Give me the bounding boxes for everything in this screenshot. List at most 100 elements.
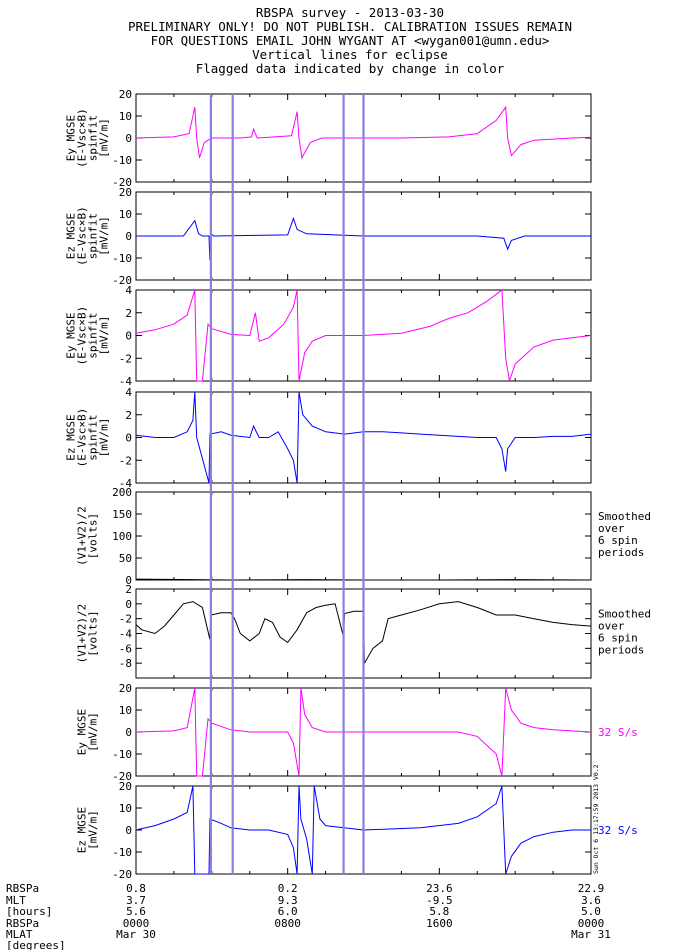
footer-tick-3-value-0: 22.9 [578,882,605,895]
panel-5-annotation-0: Smoothed [598,608,651,621]
panel-4-annotation-2: 6 spin [598,534,638,547]
panel-5-ytick-label-5: 2 [125,583,132,596]
panel-5-ylabel-0: (V1+V2)/2 [76,604,89,664]
panel-6-series-0 [135,687,592,777]
footer-tick-1-value-3: 0800 [274,917,301,930]
footer-tick-3-value-3: 0000 [578,917,605,930]
panel-3-ylabel-3: [mV/m] [98,418,111,458]
panel-1-ylabel-3: [mV/m] [98,216,111,256]
panel-3-series-0 [135,391,592,484]
header-line-4: Flagged data indicated by change in colo… [195,61,505,76]
panel-6-annotation-0: 32 S/s [598,726,638,739]
footer-tick-2-value-2: 5.8 [429,905,449,918]
footer-row-label-1: MLT [6,894,26,907]
footer-tick-1-value-0: 0.2 [278,882,298,895]
panel-2-ytick-label-2: 0 [125,330,132,343]
panel-4-ytick-label-2: 100 [112,530,132,543]
panel-4-annotation-1: over [598,522,625,535]
panel-0-ytick-label-1: -10 [112,154,132,167]
panel-2-ylabel-2: spinfit [87,312,100,358]
panel-5-series-0 [135,601,592,666]
footer-tick-1-value-2: 6.0 [278,905,298,918]
panel-1-ylabel-1: (E-Vsc×B) [76,206,89,266]
footer-row-label-2: [hours] [6,905,52,918]
panel-3-ytick-label-3: 2 [125,409,132,422]
footer-tick-0-value-3: 0000 [123,917,150,930]
panel-1-ytick-label-4: 20 [119,186,132,199]
footer-tick-0-value-2: 5.6 [126,905,146,918]
panel-6-ytick-label-1: -10 [112,748,132,761]
panel-5-ytick-label-4: 0 [125,598,132,611]
panel-1-ytick-label-1: -10 [112,252,132,265]
panel-3-ylabel-2: spinfit [87,414,100,460]
panel-0-ylabel-2: spinfit [87,115,100,161]
panel-7-ytick-label-3: 10 [119,802,132,815]
panel-3-ytick-label-1: -2 [119,454,132,467]
panel-0-ytick-label-4: 20 [119,88,132,101]
header-line-1: PRELIMINARY ONLY! DO NOT PUBLISH. CALIBR… [127,19,572,34]
panel-6-ylabel-1: [mV/m] [87,712,100,752]
footer-row-label-0: RBSPa [6,882,39,895]
panel-5-annotation-1: over [598,620,625,633]
footer-tick-0-value-1: 3.7 [126,894,146,907]
panel-6-ylabel-0: Ey MGSE [76,709,89,755]
panel-2-ylabel-3: [mV/m] [98,316,111,356]
footer-tick-1-value-1: 9.3 [278,894,298,907]
panel-7-ylabel-1: [mV/m] [87,810,100,850]
footer-tick-2-value-0: 23.6 [426,882,453,895]
panel-0-ylabel-0: Ey MGSE [65,115,78,161]
panel-0-ytick-label-3: 10 [119,110,132,123]
panel-6-ytick-label-0: -20 [112,770,132,783]
panel-6-ytick-label-2: 0 [125,726,132,739]
footer-tick-3-value-2: 5.0 [581,905,601,918]
panel-4-ylabel-0: (V1+V2)/2 [76,506,89,566]
footer-tick-3-value-1: 3.6 [581,894,601,907]
panel-7-ytick-label-2: 0 [125,824,132,837]
panel-4-ylabel-1: [volts] [87,513,100,559]
header-line-2: FOR QUESTIONS EMAIL JOHN WYGANT AT <wyga… [150,33,550,48]
footer-row-label-4: MLAT [6,928,33,941]
panel-0-ytick-label-2: 0 [125,132,132,145]
header-line-3: Vertical lines for eclipse [252,47,448,62]
panel-5-ylabel-1: [volts] [87,610,100,656]
panel-5-ytick-label-2: -4 [119,628,133,641]
panel-2-series-0 [135,289,592,382]
panel-7-annotation-0: 32 S/s [598,824,638,837]
panel-1-ytick-label-0: -20 [112,274,132,287]
panel-3-ytick-label-4: 4 [125,386,132,399]
panel-7-ytick-label-1: -10 [112,846,132,859]
panel-0-ytick-label-0: -20 [112,176,132,189]
panel-6-ytick-label-4: 20 [119,682,132,695]
panel-1-ytick-label-3: 10 [119,208,132,221]
panel-7-series-0 [135,785,591,875]
panel-5-annotation-2: 6 spin [598,632,638,645]
panel-4-series-0 [135,578,592,581]
panel-1-series-0 [136,216,591,261]
footer-tick-2-value-1: -9.5 [426,894,453,907]
footer-row-label-5: [degrees] [6,939,66,950]
panel-1-ylabel-2: spinfit [87,213,100,259]
panel-5-annotation-3: periods [598,644,644,657]
panel-4-ytick-label-1: 50 [119,552,132,565]
panel-3-ylabel-0: Ez MGSE [65,414,78,460]
footer-tick-0-value-4: Mar 30 [116,928,156,941]
panel-0-ylabel-3: [mV/m] [98,118,111,158]
panel-4-ytick-label-3: 150 [112,508,132,521]
panel-2-ytick-label-0: -4 [119,375,133,388]
footer-tick-0-value-0: 0.8 [126,882,146,895]
panel-4-annotation-3: periods [598,546,644,559]
panel-7-ylabel-0: Ez MGSE [76,807,89,853]
footer-row-label-3: RBSPa [6,917,39,930]
side-stamp: Sun Oct 6 13:17:59 2013 V0.2 [592,764,600,874]
panel-2-ylabel-1: (E-Vsc×B) [76,306,89,366]
panel-4-ytick-label-0: 0 [125,574,132,587]
panel-3-ylabel-1: (E-Vsc×B) [76,408,89,468]
panel-2-ylabel-0: Ey MGSE [65,312,78,358]
panel-3-ytick-label-2: 0 [125,432,132,445]
panel-4-annotation-0: Smoothed [598,510,651,523]
panel-5-ytick-label-3: -2 [119,613,132,626]
panel-2-ytick-label-1: -2 [119,352,132,365]
footer-tick-3-value-4: Mar 31 [571,928,611,941]
panel-7-ytick-label-0: -20 [112,868,132,881]
